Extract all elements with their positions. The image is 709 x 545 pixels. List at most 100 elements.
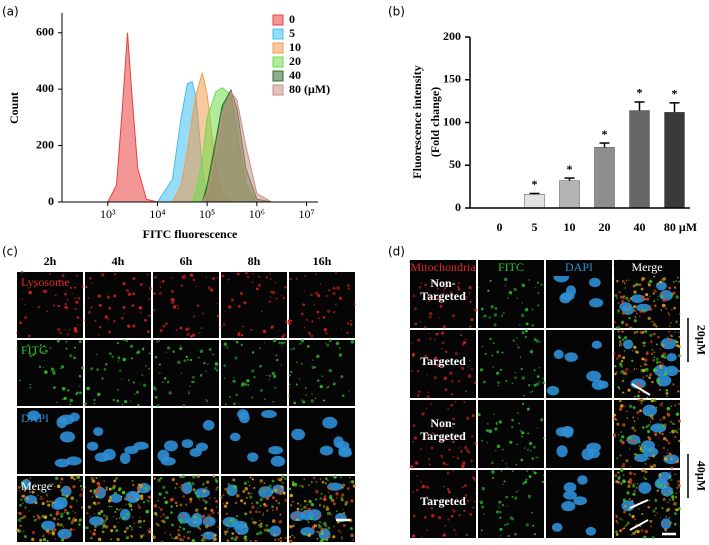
signal-dot: [97, 392, 101, 397]
signal-dot: [89, 489, 93, 493]
signal-dot: [191, 482, 195, 486]
signal-dot: [117, 522, 119, 524]
micrograph: [546, 400, 612, 468]
signal-dot: [172, 350, 175, 353]
signal-dot: [270, 290, 273, 294]
signal-dot: [654, 433, 658, 437]
nucleus: [56, 416, 68, 429]
signal-dot: [349, 319, 352, 322]
signal-dot: [485, 429, 489, 432]
signal-dot: [665, 389, 669, 392]
nucleus: [623, 339, 634, 350]
signal-dot: [669, 369, 672, 372]
signal-dot: [303, 505, 307, 510]
signal-dot: [533, 532, 537, 536]
signal-dot: [22, 530, 25, 533]
signal-dot: [532, 445, 536, 449]
signal-dot: [647, 436, 650, 439]
signal-dot: [662, 277, 667, 281]
signal-dot: [628, 279, 630, 281]
signal-dot: [252, 521, 255, 524]
signal-dot: [280, 294, 283, 297]
signal-dot: [227, 278, 230, 281]
signal-dot: [254, 539, 258, 543]
signal-dot: [155, 388, 158, 391]
signal-dot: [617, 386, 620, 389]
signal-dot: [223, 377, 226, 380]
signal-dot: [96, 481, 101, 486]
signal-dot: [647, 423, 651, 427]
signal-dot: [655, 406, 658, 409]
signal-dot: [293, 536, 296, 539]
signal-dot: [664, 486, 666, 488]
signal-dot: [61, 488, 63, 490]
signal-dot: [61, 365, 65, 369]
signal-dot: [187, 482, 190, 485]
signal-dot: [207, 286, 211, 290]
signal-dot: [636, 394, 640, 398]
signal-dot: [32, 515, 35, 518]
signal-dot: [181, 474, 186, 479]
signal-dot: [513, 287, 517, 292]
signal-dot: [487, 289, 490, 292]
signal-dot: [74, 307, 77, 310]
signal-dot: [426, 374, 428, 376]
signal-dot: [146, 529, 149, 531]
signal-dot: [117, 356, 121, 360]
signal-dot: [498, 506, 501, 508]
signal-dot: [246, 530, 248, 532]
signal-dot: [115, 528, 119, 533]
micrograph: [17, 272, 83, 338]
column-header: 6h: [180, 254, 193, 268]
signal-dot: [533, 471, 537, 475]
signal-dot: [672, 383, 675, 386]
micrograph-signal: [84, 476, 152, 542]
bar: [664, 111, 685, 209]
signal-dot: [258, 524, 260, 527]
signal-dot: [656, 283, 659, 285]
signal-dot: [96, 353, 98, 356]
signal-dot: [630, 340, 632, 342]
signal-dot: [419, 321, 422, 323]
signal-dot: [196, 474, 200, 478]
signal-dot: [189, 531, 192, 533]
signal-dot: [652, 509, 656, 513]
signal-dot: [506, 522, 510, 526]
signal-dot: [188, 328, 191, 330]
signal-dot: [470, 459, 473, 463]
signal-dot: [67, 389, 70, 392]
signal-dot: [675, 508, 679, 512]
nucleus: [556, 445, 568, 458]
row-label: Non-: [430, 416, 455, 430]
signal-dot: [496, 371, 500, 375]
signal-dot: [188, 390, 190, 392]
signal-dot: [512, 339, 516, 342]
signal-dot: [205, 276, 208, 278]
signal-dot: [256, 507, 259, 509]
column-header: Merge: [631, 260, 662, 274]
signal-dot: [117, 343, 119, 345]
signal-dot: [674, 496, 678, 499]
signal-dot: [266, 374, 268, 377]
nucleus: [65, 456, 82, 466]
signal-dot: [463, 400, 466, 404]
signal-dot: [629, 370, 631, 373]
signal-dot: [292, 347, 296, 350]
signal-dot: [425, 407, 428, 410]
signal-dot: [174, 486, 177, 490]
signal-dot: [670, 322, 672, 324]
signal-dot: [61, 398, 64, 401]
signal-dot: [238, 402, 240, 404]
signal-dot: [119, 369, 122, 372]
signal-dot: [538, 366, 541, 369]
signal-dot: [666, 452, 668, 454]
signal-dot: [268, 300, 272, 303]
signal-dot: [137, 403, 140, 407]
signal-dot: [467, 374, 472, 378]
signal-dot: [180, 344, 182, 347]
signal-dot: [249, 476, 252, 479]
signal-dot: [224, 533, 227, 536]
signal-dot: [430, 506, 434, 510]
signal-dot: [651, 381, 654, 384]
signal-dot: [251, 478, 254, 481]
